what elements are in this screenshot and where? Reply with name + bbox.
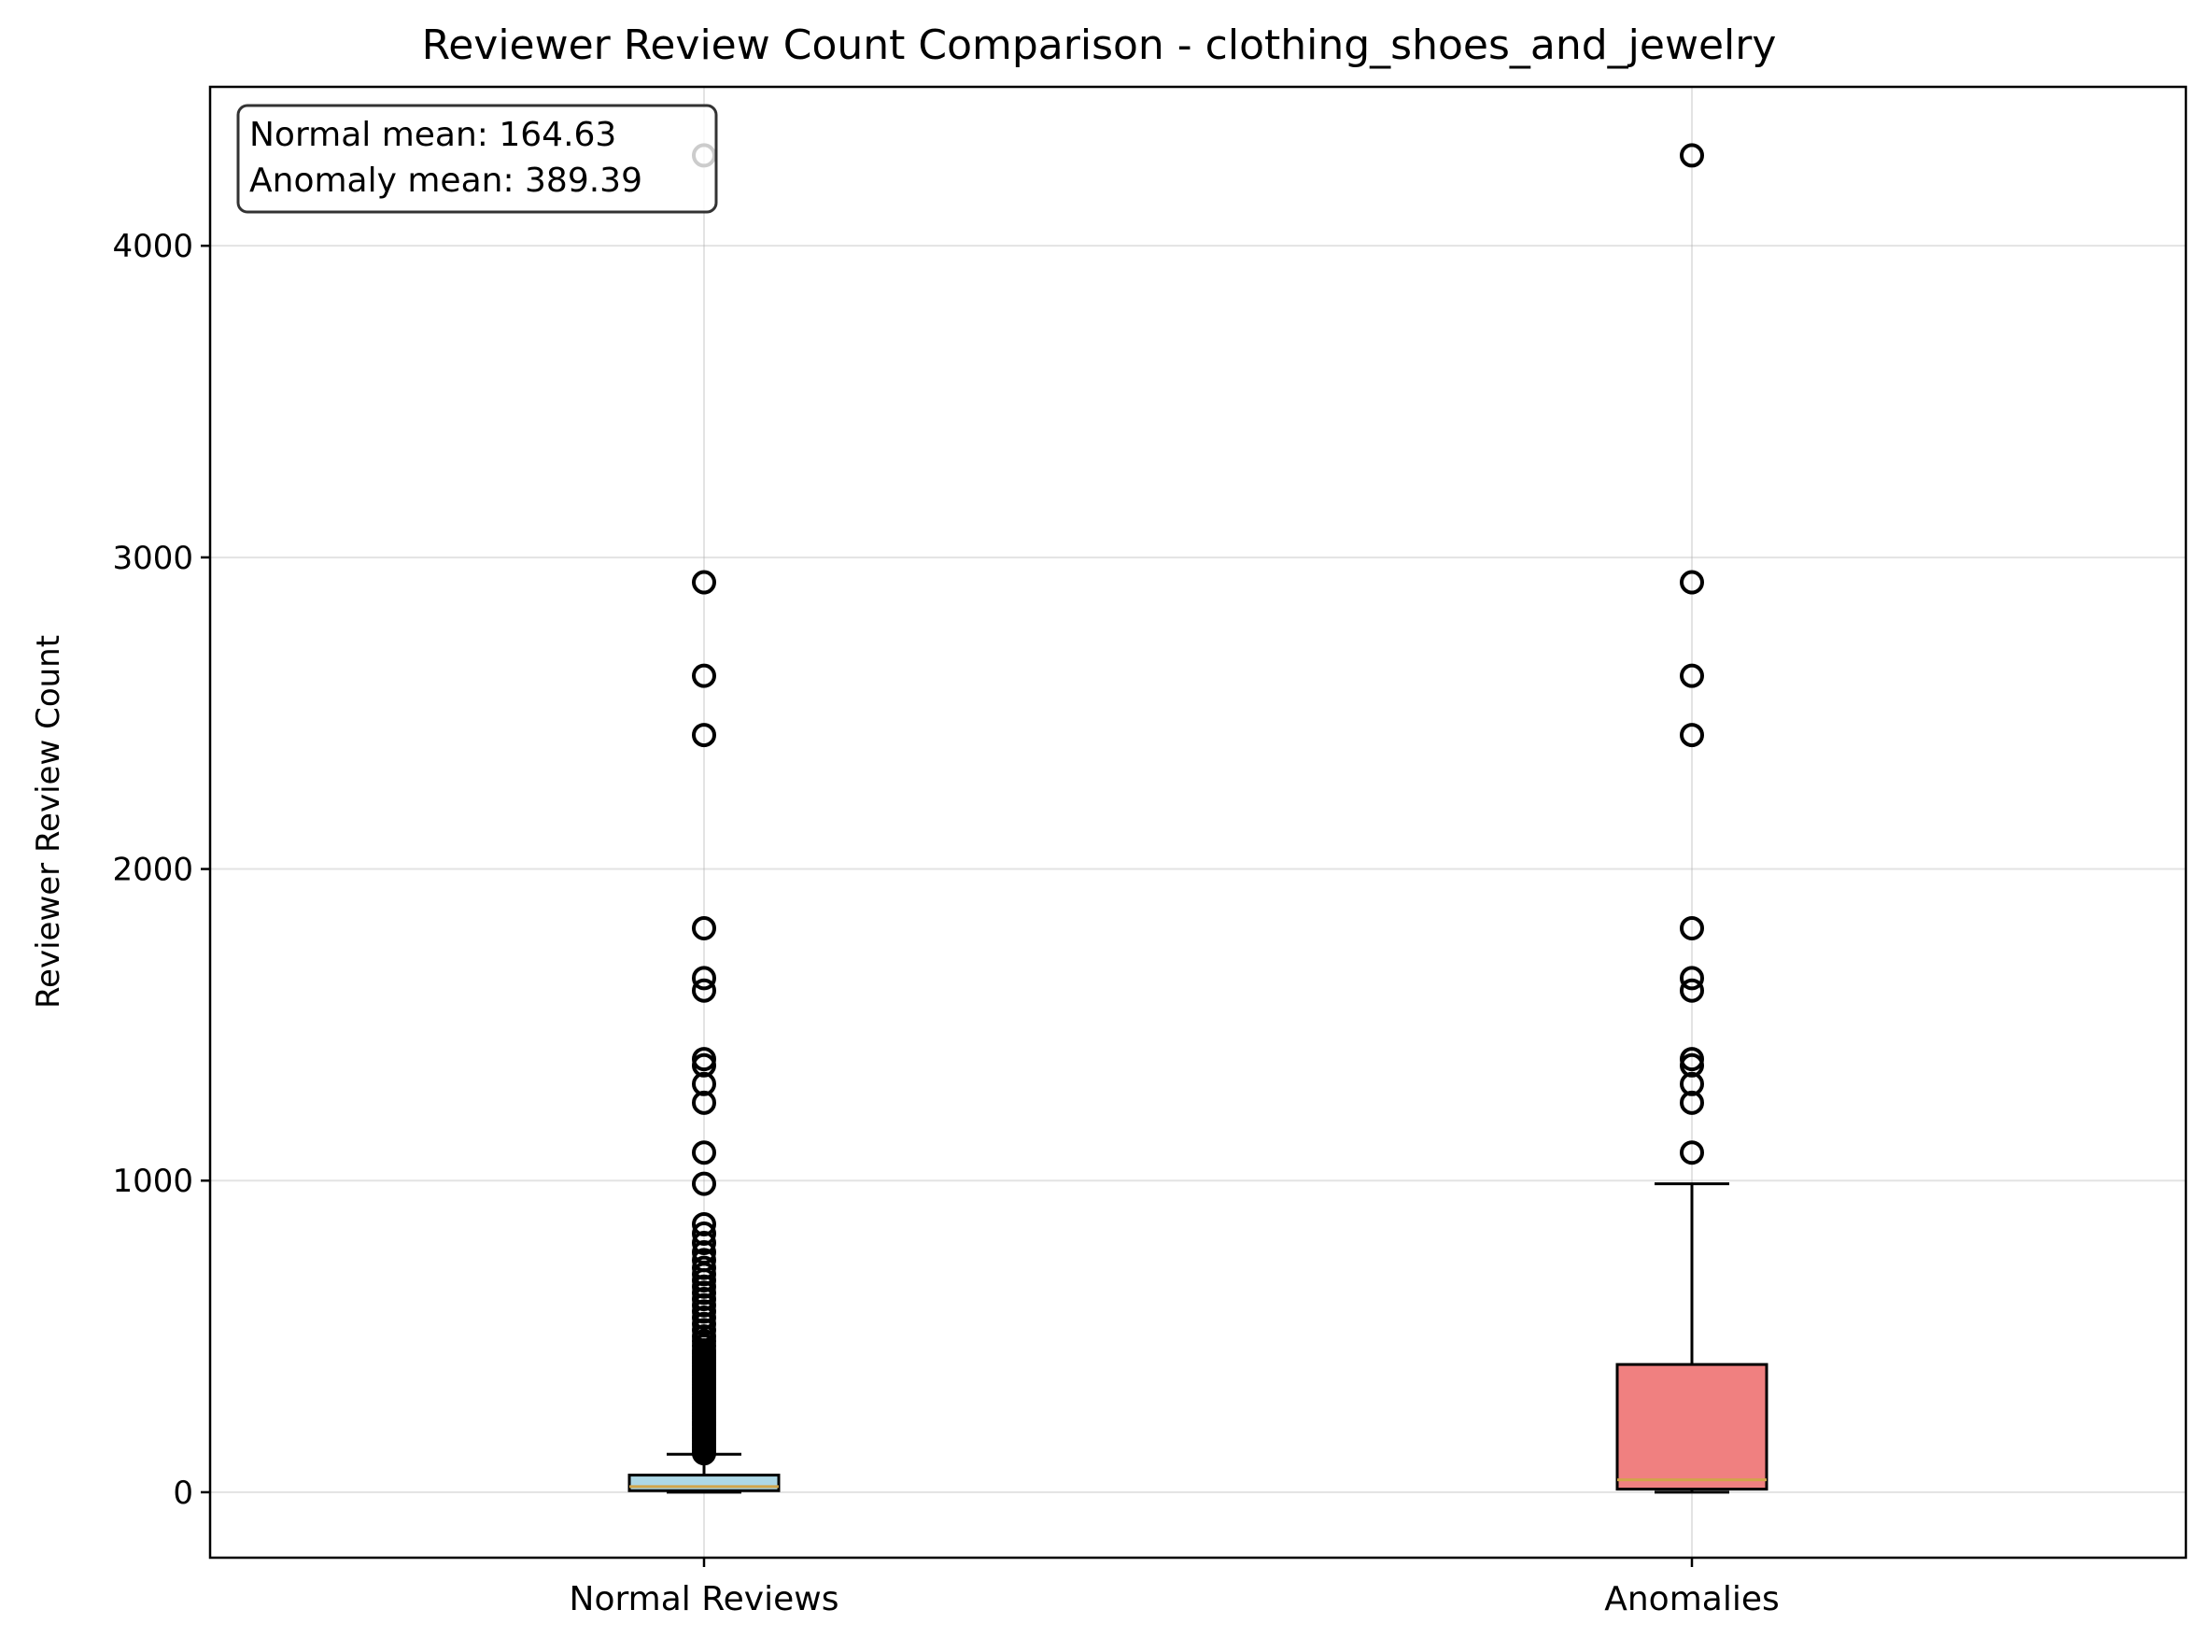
anomaly-mean-text: Anomaly mean: 389.39 — [249, 162, 642, 200]
outlier-point — [1680, 570, 1704, 595]
y-axis-label: Reviewer Review Count — [30, 635, 67, 1009]
y-tick-label: 0 — [173, 1475, 193, 1512]
outlier-point — [1680, 978, 1704, 1003]
outlier-point — [692, 915, 716, 940]
chart-title: Reviewer Review Count Comparison - cloth… — [422, 21, 1777, 69]
grid-lines — [210, 87, 2186, 1558]
x-tick-label: Anomalies — [1604, 1580, 1780, 1618]
box-iqr — [627, 1474, 781, 1492]
y-tick-label: 3000 — [112, 540, 193, 577]
outlier-point — [692, 1248, 716, 1273]
outlier-point — [692, 663, 716, 688]
outlier-point — [1680, 915, 1704, 940]
outlier-point — [692, 966, 716, 991]
outlier-point — [692, 978, 716, 1003]
outlier-point — [692, 1211, 716, 1236]
outlier-point — [692, 723, 716, 748]
outlier-point — [1680, 1140, 1704, 1165]
outlier-point — [692, 1221, 716, 1246]
y-tick-label: 1000 — [112, 1163, 193, 1200]
annotation-frame — [236, 104, 718, 214]
outlier-point — [692, 1140, 716, 1165]
outlier-point — [1680, 723, 1704, 748]
outlier-point — [692, 570, 716, 595]
y-tick-label: 2000 — [112, 852, 193, 889]
axes: 0 1000 2000 3000 4000 Normal Reviews Anomalies — [112, 85, 2188, 1618]
outlier-point — [692, 1255, 716, 1280]
normal-mean-text: Normal mean: 164.63 — [249, 116, 616, 154]
y-tick-label: 4000 — [112, 228, 193, 265]
plot-frame — [208, 85, 2188, 1560]
x-tick-label: Normal Reviews — [570, 1580, 839, 1618]
outlier-point — [1680, 663, 1704, 688]
outlier-point — [1680, 1047, 1704, 1072]
box-iqr — [1615, 1363, 1768, 1491]
box-group — [627, 143, 781, 1494]
outlier-point — [692, 1171, 716, 1196]
box-group — [1615, 143, 1768, 1494]
outlier-point — [1680, 966, 1704, 991]
outlier-point — [1680, 143, 1704, 168]
mean-annotation-box: Normal mean: 164.63 Anomaly mean: 389.39 — [236, 104, 718, 214]
box-series — [627, 143, 1768, 1494]
outlier-point — [692, 1047, 716, 1072]
